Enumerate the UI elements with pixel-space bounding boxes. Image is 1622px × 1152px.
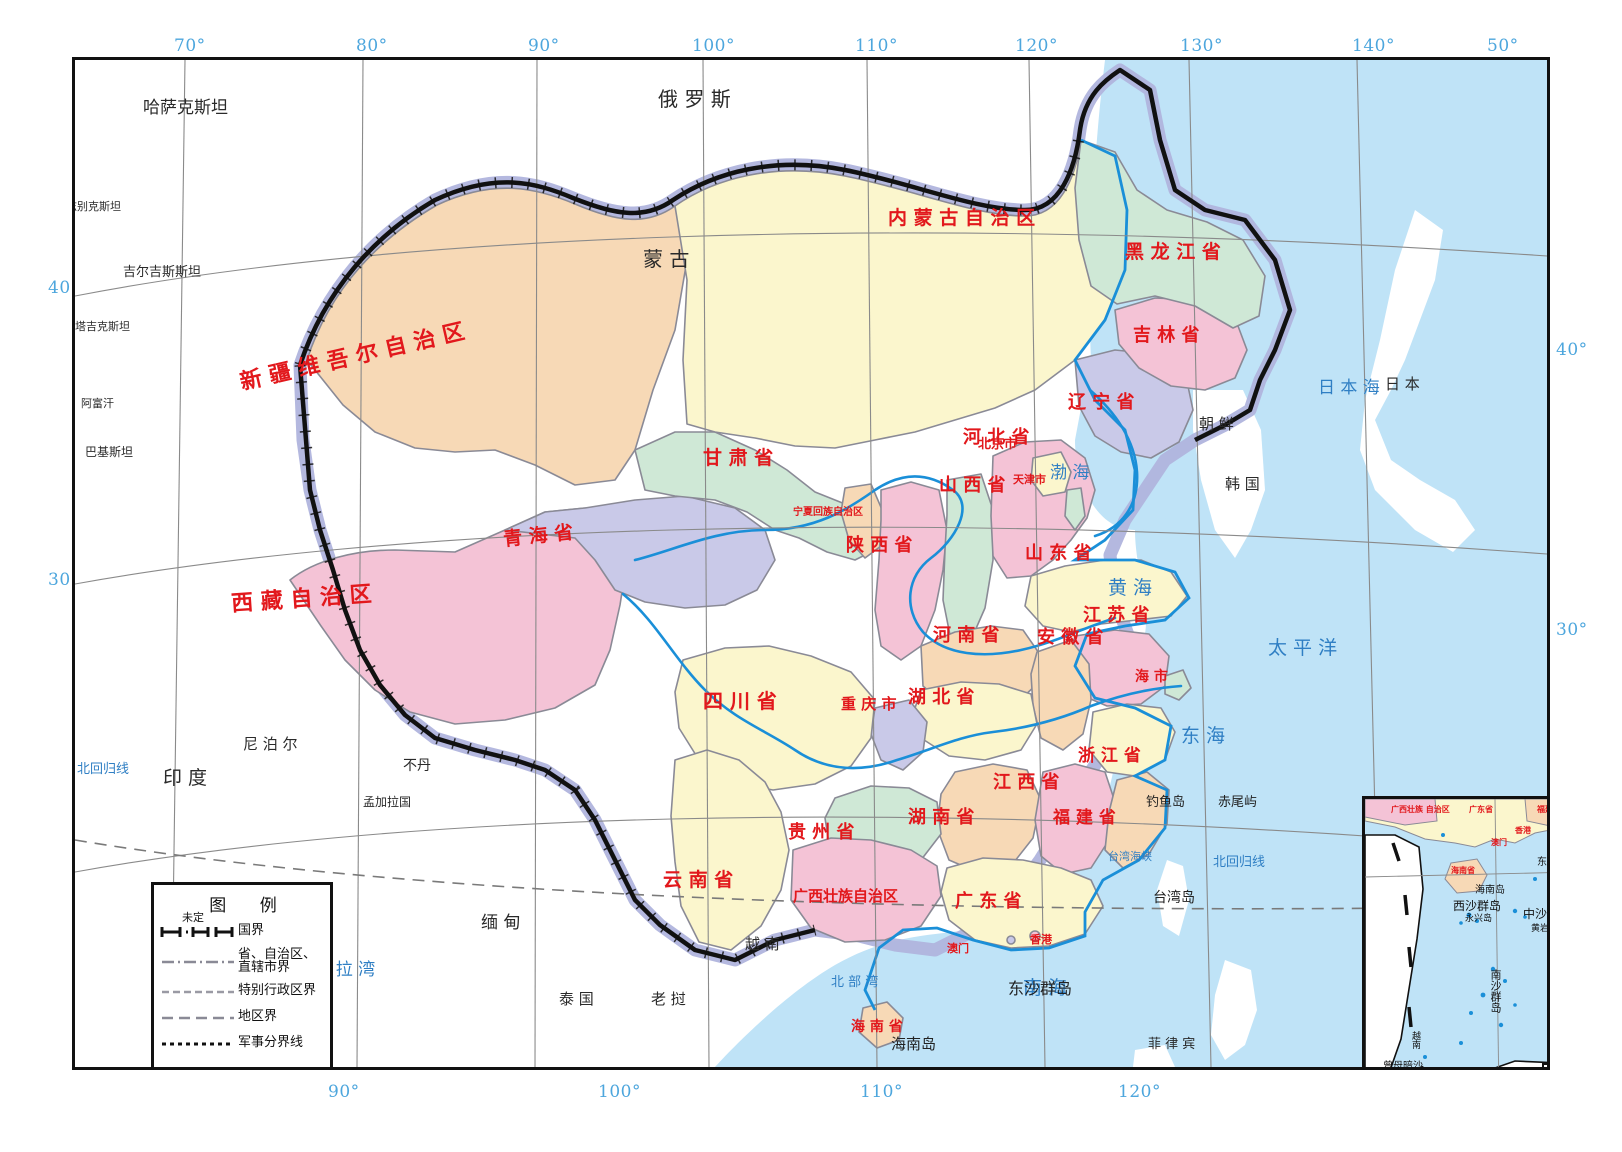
- legend-title: 图 例: [209, 896, 291, 916]
- province-xinjiang: [306, 187, 688, 486]
- legend-label-military: 军事分界线: [238, 1035, 304, 1051]
- inset-title-box: 南海诸岛 1：96 000 000: [1541, 1063, 1547, 1067]
- legend-label-national: 国界: [238, 923, 265, 939]
- lon-label-140: 140°: [1352, 36, 1395, 56]
- river-coast-north: [1088, 388, 1139, 538]
- province-macau: [1006, 935, 1016, 945]
- lat-label-right-40: 40°: [1556, 340, 1588, 360]
- legend-item-national[interactable]: 未定 国界: [154, 911, 330, 944]
- province-boundary-symbol-icon: [160, 952, 238, 970]
- lon-label-90: 90°: [528, 36, 560, 56]
- lon-label-120: 120°: [1015, 36, 1058, 56]
- legend-undefined-note: 未定: [182, 911, 204, 924]
- province-beijing: [1030, 451, 1072, 497]
- province-neimenggu: [674, 139, 1128, 449]
- lon-label-bottom-90: 90°: [328, 1082, 360, 1102]
- national-boundary-south: [297, 364, 816, 963]
- legend-item-military[interactable]: 军事分界线: [154, 1030, 330, 1056]
- province-shanxi: [942, 473, 994, 641]
- lon-label-70: 70°: [174, 36, 206, 56]
- legend-item-sar[interactable]: 特别行政区界: [154, 978, 330, 1004]
- lat-label-right-30: 30°: [1556, 620, 1588, 640]
- coastline-layer: [863, 138, 1191, 1011]
- lon-label-bottom-100: 100°: [598, 1082, 641, 1102]
- military-demarcation-symbol-icon: [160, 1034, 238, 1052]
- legend-label-prefecture: 地区界: [238, 1009, 278, 1025]
- lat-label-top-right-50: 50°: [1487, 36, 1519, 56]
- rivers-layer: [621, 388, 1183, 770]
- legend-item-prefecture[interactable]: 地区界: [154, 1004, 330, 1030]
- inset-map-south-china-sea[interactable]: 广西壮族 自治区 广东省 福建省 台湾省 香港 澳门 海南省 东沙群岛 海南岛 …: [1362, 796, 1547, 1067]
- lon-label-bottom-110: 110°: [860, 1082, 903, 1102]
- province-tianjin: [1064, 487, 1086, 531]
- lat-label-left-40: 40°: [48, 278, 80, 298]
- tropic-of-cancer: [75, 839, 1547, 910]
- lat-label-left-30: 30°: [48, 570, 80, 590]
- legend-label-province: 省、自治区、 直辖市界: [238, 946, 317, 975]
- national-boundary-symbol-icon: 未定: [160, 911, 238, 940]
- province-guangxi: [790, 837, 942, 943]
- legend-box[interactable]: 图 例 未定: [151, 882, 333, 1067]
- lon-label-100: 100°: [692, 36, 735, 56]
- prefecture-boundary-symbol-icon: [160, 1008, 238, 1026]
- legend-label-sar: 特别行政区界: [238, 983, 317, 999]
- legend-item-province[interactable]: 省、自治区、 直辖市界: [154, 944, 330, 978]
- province-sichuan: [674, 645, 876, 791]
- lon-label-130: 130°: [1180, 36, 1223, 56]
- province-ningxia: [840, 483, 884, 559]
- province-shaanxi: [874, 481, 948, 661]
- sar-boundary-symbol-icon: [160, 982, 238, 1000]
- lon-label-110: 110°: [855, 36, 898, 56]
- map-geometry: [75, 60, 1547, 1067]
- lon-label-bottom-120: 120°: [1118, 1082, 1161, 1102]
- province-hainan: [858, 1001, 904, 1049]
- river-yellow: [633, 475, 1117, 656]
- lon-label-80: 80°: [356, 36, 388, 56]
- river-yangtze: [621, 592, 1183, 770]
- province-chongqing: [870, 699, 928, 771]
- province-hongkong: [1029, 930, 1041, 942]
- province-qinghai: [504, 495, 776, 609]
- map-frame[interactable]: 新 疆 维 吾 尔 自 治 区西 藏 自 治 区青 海 省内 蒙 古 自 治 区…: [72, 57, 1550, 1070]
- province-jiangxi: [1034, 763, 1116, 875]
